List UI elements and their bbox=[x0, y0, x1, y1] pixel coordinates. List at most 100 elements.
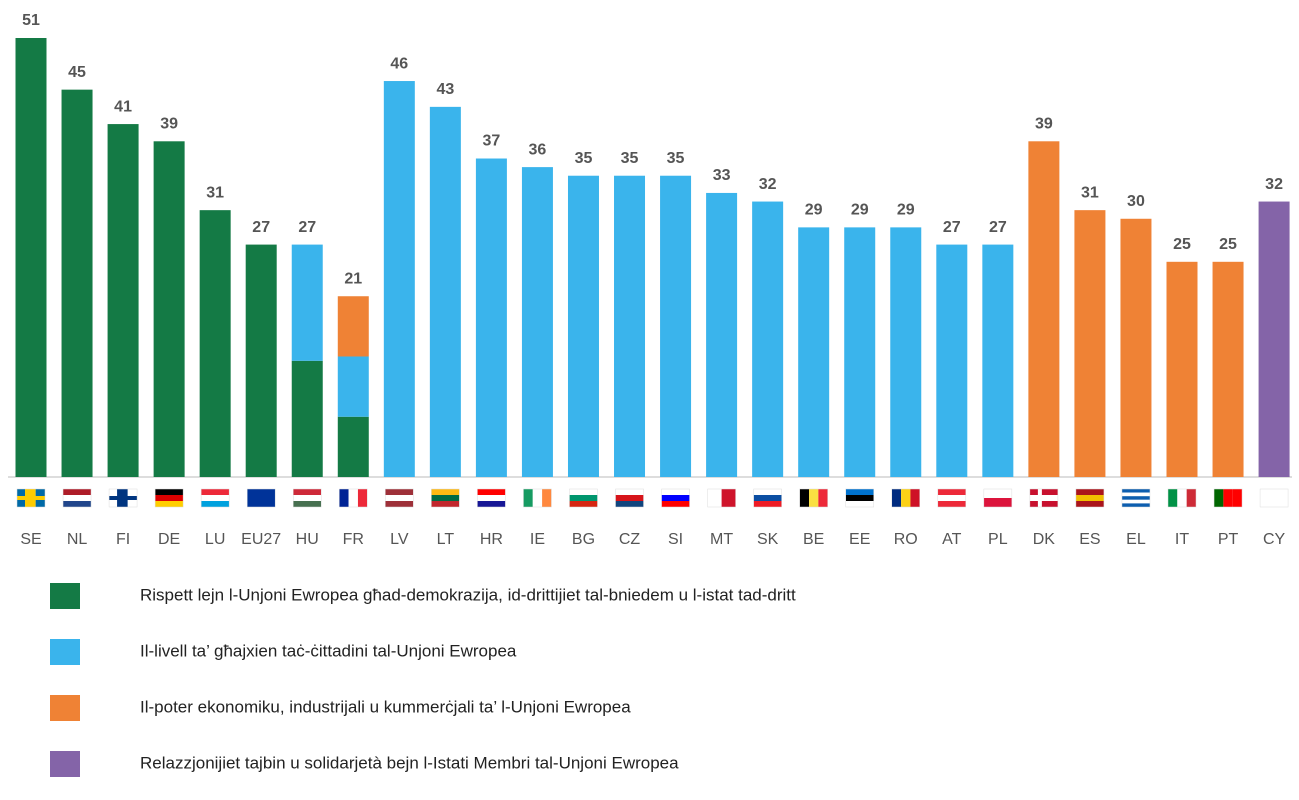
flag-stripe bbox=[348, 489, 358, 507]
value-label: 31 bbox=[206, 184, 224, 201]
x-tick-label: PT bbox=[1218, 531, 1239, 548]
flag-stripe bbox=[910, 489, 920, 507]
flag-stripe bbox=[891, 489, 902, 507]
flag-stripe bbox=[753, 501, 782, 507]
flag-cross bbox=[1029, 496, 1058, 500]
x-tick-label: LU bbox=[205, 531, 225, 548]
flag-stripe bbox=[431, 495, 460, 501]
bar-segment bbox=[1028, 141, 1060, 477]
flag-stripe bbox=[1214, 489, 1224, 507]
value-label: 51 bbox=[22, 12, 40, 29]
flag-stripe bbox=[247, 489, 276, 495]
legend-swatch bbox=[50, 639, 80, 665]
x-tick-label: DE bbox=[158, 531, 180, 548]
flag-stripe bbox=[1177, 489, 1187, 507]
flag-stripe bbox=[1260, 495, 1289, 501]
flag-border bbox=[569, 488, 598, 508]
flag-stripe bbox=[477, 489, 506, 495]
flag-stripe bbox=[523, 489, 533, 507]
bar-segment bbox=[614, 175, 646, 477]
x-tick-label: PL bbox=[988, 531, 1008, 548]
flag-stripe bbox=[293, 495, 322, 501]
legend-swatch bbox=[50, 583, 80, 609]
x-tick-label: ES bbox=[1079, 531, 1100, 548]
flag-cross bbox=[17, 496, 45, 500]
flag-border bbox=[615, 488, 644, 508]
flag-stripe bbox=[1121, 496, 1150, 500]
flag-stripe bbox=[247, 495, 276, 501]
value-label: 41 bbox=[114, 98, 132, 115]
flag-border bbox=[200, 488, 230, 508]
bar-segment bbox=[890, 227, 922, 477]
flag-stripe bbox=[385, 501, 414, 507]
flag-stripe bbox=[1168, 489, 1178, 507]
flag-stripe bbox=[615, 489, 644, 495]
flag-border bbox=[753, 488, 782, 508]
flag-border bbox=[154, 488, 184, 508]
flag-stripe bbox=[385, 489, 414, 495]
flag-border bbox=[845, 488, 874, 508]
flag-stripe bbox=[1121, 499, 1150, 504]
bar-segment bbox=[61, 89, 93, 477]
x-tick-label: MT bbox=[710, 531, 733, 548]
bar-segment bbox=[752, 201, 784, 478]
value-label: 35 bbox=[621, 150, 639, 167]
value-label: 39 bbox=[160, 116, 178, 133]
flag-stripe bbox=[477, 501, 506, 507]
flag-stripe bbox=[753, 489, 782, 495]
flag-stripe bbox=[63, 501, 92, 507]
flag-cross bbox=[25, 489, 29, 507]
bar-segment bbox=[153, 141, 185, 477]
value-label: 27 bbox=[943, 219, 961, 236]
flag-stripe bbox=[845, 489, 874, 495]
flag-cross bbox=[109, 496, 138, 500]
flag-stripe bbox=[1075, 501, 1104, 507]
bar-segment bbox=[936, 244, 968, 477]
flag-stripe bbox=[201, 489, 230, 495]
value-label: 29 bbox=[851, 202, 869, 219]
flag-border bbox=[799, 488, 828, 508]
flag-stripe bbox=[661, 489, 690, 495]
x-tick-label: FR bbox=[343, 531, 364, 548]
flag-stripe bbox=[1260, 501, 1289, 507]
flag-stripe bbox=[615, 495, 644, 501]
x-tick-label: HU bbox=[296, 531, 319, 548]
flag-border bbox=[385, 488, 414, 508]
flag-stripe bbox=[155, 489, 184, 495]
flag-stripe bbox=[431, 489, 460, 495]
bar-segment bbox=[1258, 201, 1290, 478]
value-label: 27 bbox=[252, 219, 270, 236]
flag-stripe bbox=[542, 489, 552, 507]
flag-stripe bbox=[357, 489, 368, 507]
value-label: 45 bbox=[68, 64, 86, 81]
flag-stripe bbox=[201, 495, 230, 501]
x-tick-label: NL bbox=[67, 531, 88, 548]
flag-border bbox=[983, 488, 1013, 508]
flag-stripe bbox=[1121, 489, 1150, 493]
bar-segment bbox=[337, 296, 369, 357]
flag-stripe bbox=[201, 501, 230, 507]
x-tick-label: EL bbox=[1126, 531, 1146, 548]
x-tick-label: DK bbox=[1033, 531, 1056, 548]
flag-stripe bbox=[1029, 501, 1058, 507]
bar-segment bbox=[521, 167, 553, 477]
x-tick-label: RO bbox=[894, 531, 918, 548]
bar-segment bbox=[706, 192, 738, 478]
flag-stripe bbox=[1121, 503, 1150, 507]
flag-stripe bbox=[293, 489, 322, 495]
x-tick-label: CY bbox=[1263, 531, 1286, 548]
value-label: 35 bbox=[667, 150, 685, 167]
x-tick-label: CZ bbox=[619, 531, 641, 548]
flag-stripe bbox=[721, 489, 736, 507]
flag-stripe bbox=[1121, 492, 1150, 497]
flag-stripe bbox=[753, 495, 782, 501]
flag-border bbox=[1121, 488, 1151, 508]
flag-border bbox=[661, 488, 690, 508]
bar-segment bbox=[1166, 261, 1198, 477]
flag-border bbox=[937, 488, 967, 508]
bar-segment bbox=[1074, 210, 1106, 477]
flag-stripe bbox=[155, 495, 184, 501]
x-tick-label: HR bbox=[480, 531, 503, 548]
flag-stripe bbox=[339, 489, 349, 507]
